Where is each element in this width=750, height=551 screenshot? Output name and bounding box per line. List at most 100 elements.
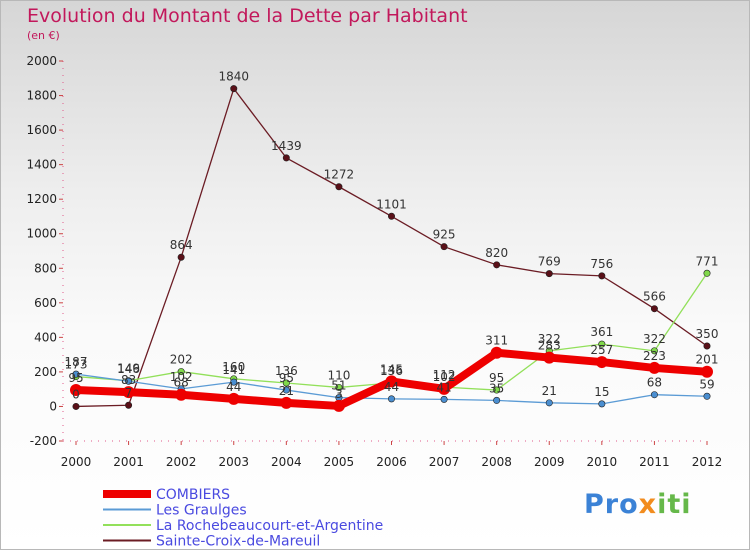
data-label: 136 [380,364,403,378]
data-label: 201 [696,353,719,367]
data-point [230,85,238,93]
data-point [598,400,606,408]
data-point [332,399,345,412]
data-point [545,399,553,407]
logo-part-1: Pro [584,489,639,520]
data-label: 322 [643,332,666,346]
data-label: 0 [72,387,80,401]
data-point [493,396,501,404]
legend-label: La Rochebeaucourt-et-Argentine [156,518,383,534]
data-label: 145 [380,362,403,376]
data-label: 146 [117,362,140,376]
data-point [595,356,608,369]
legend-label: Sainte-Croix-de-Mareuil [156,534,320,550]
data-label: 21 [279,384,294,398]
data-label: 102 [433,370,456,384]
x-tick-label: 2001 [113,455,144,469]
x-tick-label: 2009 [534,455,565,469]
chart-title: Evolution du Montant de la Dette par Hab… [27,5,468,27]
x-tick-label: 2003 [218,455,249,469]
data-point [385,375,398,388]
data-label: 136 [275,364,298,378]
data-label: 3 [335,387,343,401]
data-label: 350 [696,327,719,341]
chart-subtitle: (en €) [27,29,60,42]
x-tick-label: 2005 [324,455,355,469]
data-label: 83 [121,373,136,387]
data-point [703,269,711,277]
y-tick-label: 1600 [26,123,57,137]
data-point [280,396,293,409]
data-label: 566 [643,290,666,304]
data-label: 361 [590,325,613,339]
y-tick-label: 1400 [26,158,57,172]
y-tick-label: 1000 [26,227,57,241]
data-point [650,391,658,399]
data-label: 1101 [376,197,407,211]
data-label: 141 [222,363,245,377]
data-point [438,382,451,395]
data-point [493,261,501,269]
data-label: 59 [699,377,714,391]
data-label: 283 [538,339,561,353]
data-label: 322 [538,332,561,346]
y-tick-label: 1800 [26,89,57,103]
data-label: 257 [590,343,613,357]
logo-part-3: iti [657,489,692,520]
data-label: 95 [489,371,504,385]
data-label: 41 [436,380,451,394]
x-tick-label: 2010 [587,455,618,469]
data-label: 1439 [271,139,302,153]
data-point [440,243,448,251]
proxiti-logo: Proxiti [584,489,692,520]
data-point [227,392,240,405]
data-label: 44 [384,380,399,394]
data-label: 149 [117,362,140,376]
y-tick-label: 2000 [26,54,57,68]
data-label: 173 [65,358,88,372]
y-tick-label: -200 [30,434,57,448]
data-point [72,370,80,378]
data-label: 112 [433,368,456,382]
data-point [545,270,553,278]
data-point [282,154,290,162]
data-point [543,351,556,364]
data-point [122,386,135,399]
data-label: 7 [125,386,133,400]
x-tick-label: 2008 [481,455,512,469]
y-tick-label: 200 [34,365,57,379]
data-label: 756 [590,257,613,271]
data-label: 223 [643,349,666,363]
data-label: 820 [485,246,508,260]
data-point [72,402,80,410]
data-point [701,365,713,378]
data-label: 102 [170,370,193,384]
x-tick-label: 2000 [61,455,92,469]
data-label: 68 [174,376,189,390]
data-label: 864 [170,238,193,252]
y-tick-label: 400 [34,330,57,344]
logo-part-2: x [638,489,658,520]
data-point [282,379,290,387]
data-label: 771 [696,254,719,268]
data-label: 95 [68,371,83,385]
x-tick-label: 2002 [166,455,197,469]
data-label: 1840 [218,70,249,84]
data-label: 1272 [324,168,355,182]
data-point [335,183,343,191]
x-tick-label: 2007 [429,455,460,469]
data-label: 51 [331,379,346,393]
data-label: 95 [279,371,294,385]
y-tick-label: 600 [34,296,57,310]
data-point [282,386,290,394]
data-point [387,212,395,220]
data-point [703,392,711,400]
data-label: 35 [489,381,504,395]
data-point [70,384,82,397]
x-tick-label: 2012 [692,455,723,469]
data-point [177,253,185,261]
data-point [335,383,343,391]
y-tick-label: 0 [49,399,57,413]
